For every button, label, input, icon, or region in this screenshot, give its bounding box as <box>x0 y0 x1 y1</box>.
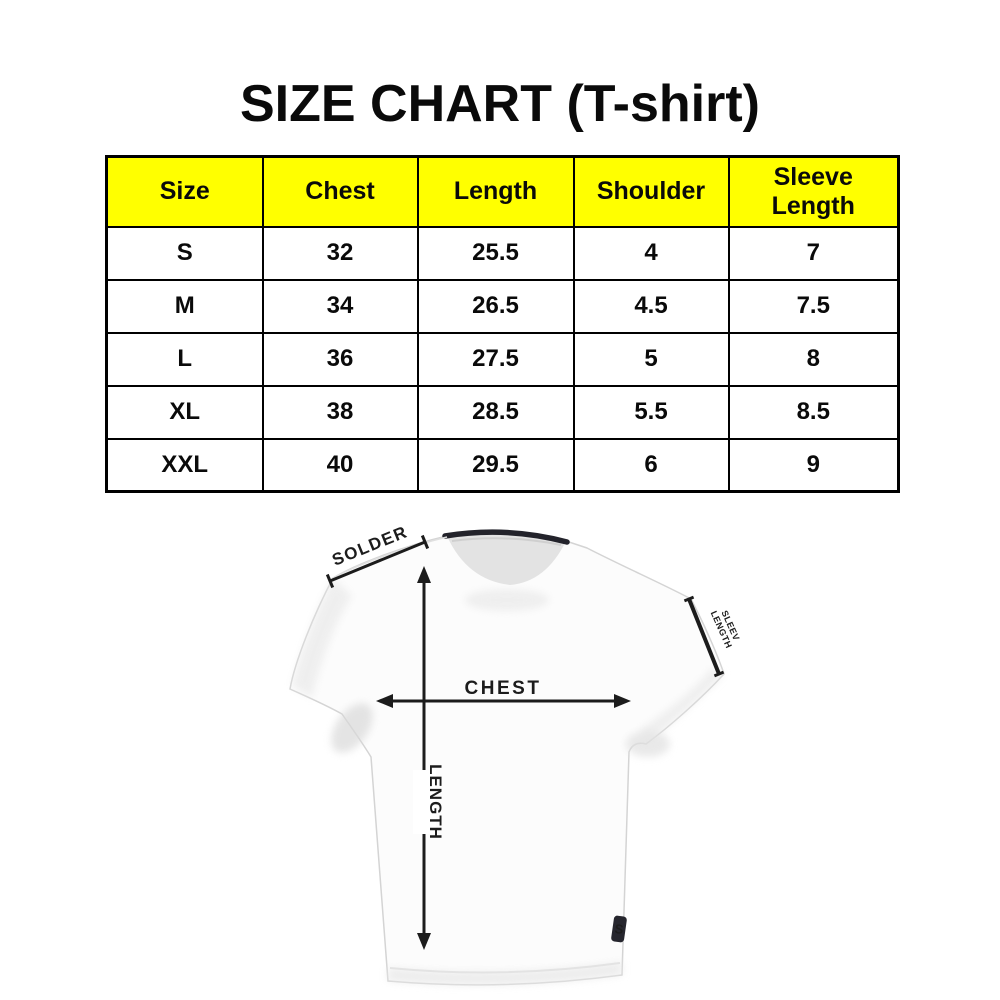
col-header-sleeve-length: Sleeve Length <box>727 155 900 228</box>
col-header-shoulder: Shoulder <box>572 155 730 228</box>
size-cell: L <box>105 331 264 387</box>
table-cell: 5.5 <box>572 384 730 440</box>
table-cell: 8.5 <box>727 384 900 440</box>
sleeve-dimension-line <box>683 595 725 678</box>
header-row: Size Chest Length Shoulder Sleeve Length <box>105 155 900 228</box>
sleeve-length-label: SLEEV LENGTH <box>709 609 742 650</box>
table-cell: 9 <box>727 437 900 493</box>
left-armpit-shadow <box>331 703 373 753</box>
table-row: M 34 26.5 4.5 7.5 <box>105 278 900 334</box>
table-cell: 27.5 <box>416 331 575 387</box>
table-row: XL 38 28.5 5.5 8.5 <box>105 384 900 440</box>
left-shoulder-seam <box>332 536 448 579</box>
shoulder-dimension-line <box>325 534 430 589</box>
chest-arrow <box>376 694 631 708</box>
length-label: LENGTH <box>426 764 445 840</box>
size-cell: XL <box>105 384 264 440</box>
col-header-size: Size <box>105 155 264 228</box>
table-cell: 8 <box>727 331 900 387</box>
table-cell: 6 <box>572 437 730 493</box>
table-cell: 28.5 <box>416 384 575 440</box>
brand-tag-letter: S <box>614 921 625 937</box>
brand-tag: S <box>611 915 627 943</box>
table-cell: 29.5 <box>416 437 575 493</box>
col-header-length: Length <box>416 155 575 228</box>
table-row: L 36 27.5 5 8 <box>105 331 900 387</box>
table-cell: 7 <box>727 225 900 281</box>
table-cell: 32 <box>261 225 419 281</box>
table-cell: 4 <box>572 225 730 281</box>
length-label-backdrop <box>413 770 436 834</box>
tshirt-illustration: S <box>289 529 725 986</box>
table-cell: 7.5 <box>727 278 900 334</box>
left-sleeve-shading <box>292 578 352 698</box>
col-header-chest: Chest <box>261 155 419 228</box>
table-cell: 4.5 <box>572 278 730 334</box>
table-row: XXL 40 29.5 6 9 <box>105 437 900 493</box>
page-title: SIZE CHART (T-shirt) <box>240 75 760 133</box>
right-sleeve-shading <box>640 668 724 744</box>
collar-band <box>442 529 570 545</box>
table-cell: 34 <box>261 278 419 334</box>
length-arrow <box>417 566 431 950</box>
size-cell: S <box>105 225 264 281</box>
neck-rib-line <box>451 537 562 546</box>
measurement-annotations <box>325 534 725 950</box>
size-cell: M <box>105 278 264 334</box>
hem-shading <box>388 962 622 985</box>
table-cell: 25.5 <box>416 225 575 281</box>
neck-shadow <box>465 589 549 611</box>
table-row: S 32 25.5 4 7 <box>105 225 900 281</box>
table-cell: 36 <box>261 331 419 387</box>
hem-stitch-line <box>389 962 621 974</box>
size-cell: XXL <box>105 437 264 493</box>
table-cell: 5 <box>572 331 730 387</box>
right-armpit-shadow <box>626 731 670 757</box>
table-cell: 26.5 <box>416 278 575 334</box>
table-cell: 38 <box>261 384 419 440</box>
table-cell: 40 <box>261 437 419 493</box>
neck-opening <box>447 532 566 585</box>
size-chart-table: Size Chest Length Shoulder Sleeve Length… <box>105 155 900 493</box>
chest-label: CHEST <box>465 678 542 699</box>
